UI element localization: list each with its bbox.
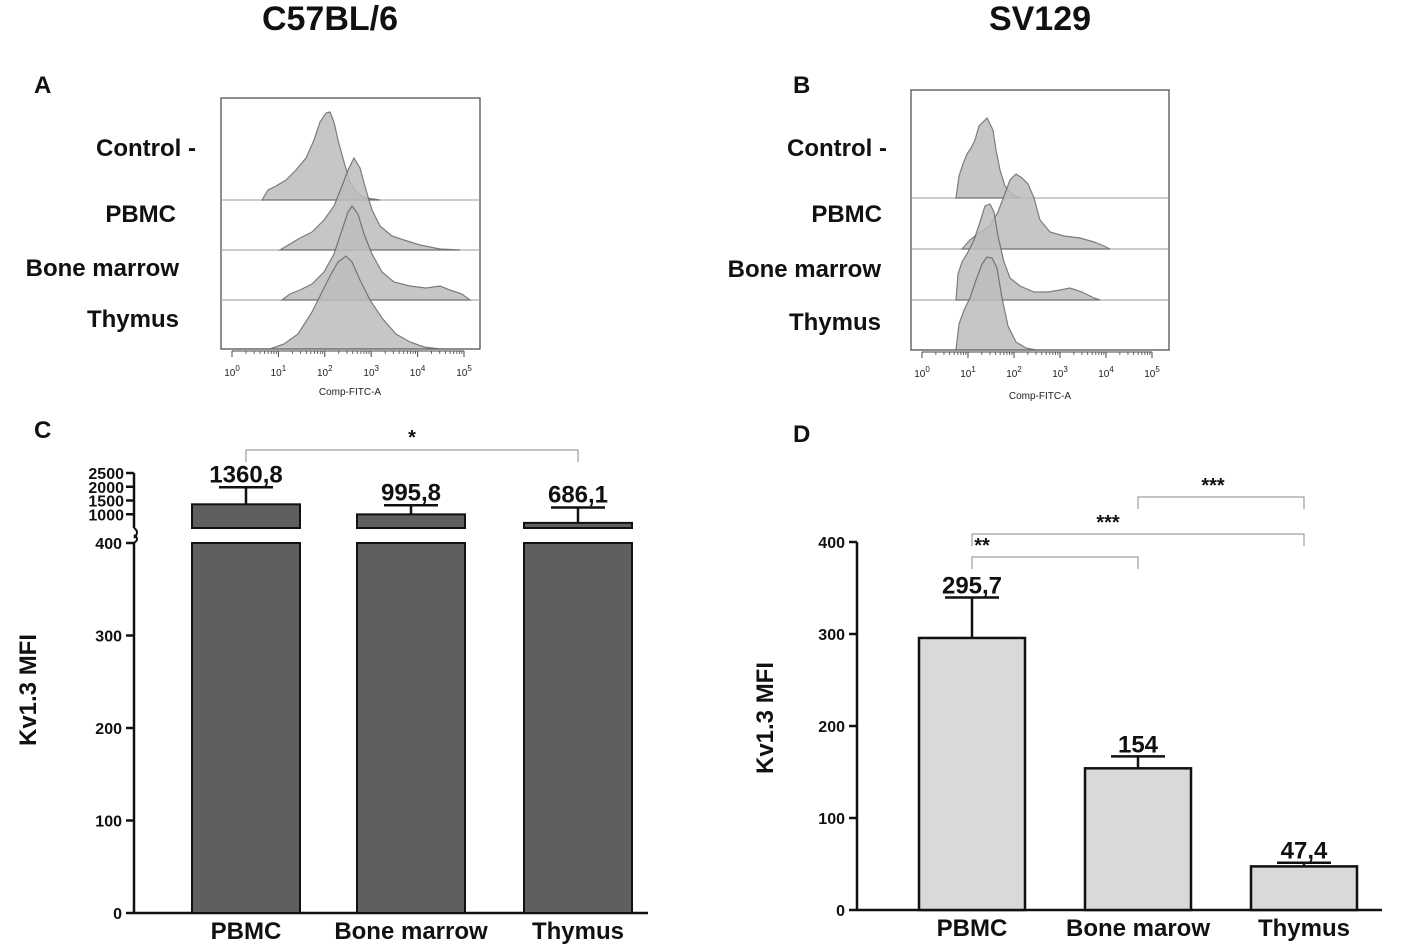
x-tick-label: Bone marrow [334,918,488,945]
y-axis-label: Kv1.3 MFI [15,634,42,746]
bar-value-label: 995,8 [381,479,441,506]
histogram-tick-label: 103 [1052,365,1068,380]
significance-bracket [971,533,1305,546]
histogram-trace-thymus [955,256,1037,351]
histogram-trace-thymus [269,255,441,350]
histogram-tick-label: 104 [410,364,426,379]
y-tick-label: 1000 [88,507,124,524]
histogram-tick-label: 105 [456,364,472,379]
x-tick-label: PBMC [211,918,282,945]
histogram-tick-label: 104 [1098,365,1114,380]
histogram-tick-label: 100 [914,365,930,380]
panel-letter-c: C [34,417,51,444]
bar [917,636,1027,912]
bar-upper-segment [356,513,466,529]
y-tick-label: 100 [818,811,845,828]
histogram-tick-label: 102 [1006,365,1022,380]
bar-value-label: 154 [1118,731,1159,758]
bar [1249,865,1359,912]
histogram-row-label: Thymus [789,309,881,336]
title-right: SV129 [989,0,1091,38]
y-tick-label: 400 [95,536,122,553]
histogram-panel-a: Control - PBMC Bone marrow Thymus 100 101… [26,97,481,398]
y-tick-label: 400 [818,535,845,552]
x-tick-label: Bone marow [1066,915,1210,942]
histogram-tick-label: 103 [363,364,379,379]
significance-label: *** [1201,475,1225,497]
bar-chart-d-marks: 0 100 200 300 400 295,7 PBMC 154 Bone marow 47,4 T… [818,475,1382,942]
y-tick-label: 0 [113,906,122,923]
significance-bracket [1137,496,1305,509]
y-tick-label: 200 [95,721,122,738]
panel-letter-b: B [793,72,810,99]
bar-lower-segment [191,542,301,914]
y-tick-label: 300 [95,629,122,646]
histogram-row-label: Control - [96,135,196,162]
histogram-x-axis: 100 101 102 103 104 105 [914,351,1160,380]
histogram-frame [910,89,1170,351]
histogram-x-label: Comp-FITC-A [1009,391,1072,402]
bar-value-label: 47,4 [1281,838,1328,865]
histogram-row-label: PBMC [811,201,882,228]
title-left: C57BL/6 [262,0,398,38]
histogram-row-label: Thymus [87,306,179,333]
histogram-trace-bone-marrow [280,204,472,301]
y-tick-label: 300 [818,627,845,644]
histogram-panel-b: Control - PBMC Bone marrow Thymus 100 101… [728,89,1170,402]
histogram-row-label: Control - [787,135,887,162]
bar-upper-segment [523,521,633,530]
histogram-x-label: Comp-FITC-A [319,387,382,398]
y-tick-label: 200 [818,719,845,736]
histogram-x-axis: 100 101 102 103 104 105 [224,350,472,379]
y-tick-label: 2500 [88,466,124,483]
histogram-row-label: Bone marrow [728,256,882,283]
y-tick-label: 0 [836,903,845,920]
y-tick-label: 100 [95,814,122,831]
bar-lower-segment [523,542,633,914]
significance-label: * [408,427,416,449]
histogram-tick-label: 101 [271,364,287,379]
histogram-tick-label: 105 [1144,365,1160,380]
bar-value-label: 686,1 [548,481,608,508]
histogram-trace-pbmc [277,156,461,251]
histogram-tick-label: 101 [960,365,976,380]
y-tick-label: 1500 [88,494,124,511]
significance-bracket [245,449,579,462]
bar-value-label: 295,7 [942,572,1002,599]
bar-chart-panel-d: Kv1.3 MFI 0 100 200 300 400 295,7 PBMC 154 Bone … [752,475,1382,942]
histogram-tick-label: 102 [317,364,333,379]
significance-label: ** [974,535,990,557]
significance-bracket [971,556,1139,569]
axis-break-mark [133,534,138,544]
y-axis-label: Kv1.3 MFI [752,662,779,774]
x-tick-label: Thymus [1258,915,1350,942]
histogram-row-label: PBMC [105,201,176,228]
bar-upper-segment [191,503,301,530]
y-tick-label: 2000 [88,480,124,497]
panel-letter-d: D [793,421,810,448]
bar-value-label: 1360,8 [209,461,282,488]
histogram-row-label: Bone marrow [26,255,180,282]
x-tick-label: Thymus [532,918,624,945]
bar-lower-segment [356,542,466,914]
histogram-tick-label: 100 [224,364,240,379]
bar [1083,767,1193,912]
axis-break-mark [133,527,138,539]
x-tick-label: PBMC [937,915,1008,942]
significance-label: *** [1096,512,1120,534]
panel-letter-a: A [34,72,51,99]
